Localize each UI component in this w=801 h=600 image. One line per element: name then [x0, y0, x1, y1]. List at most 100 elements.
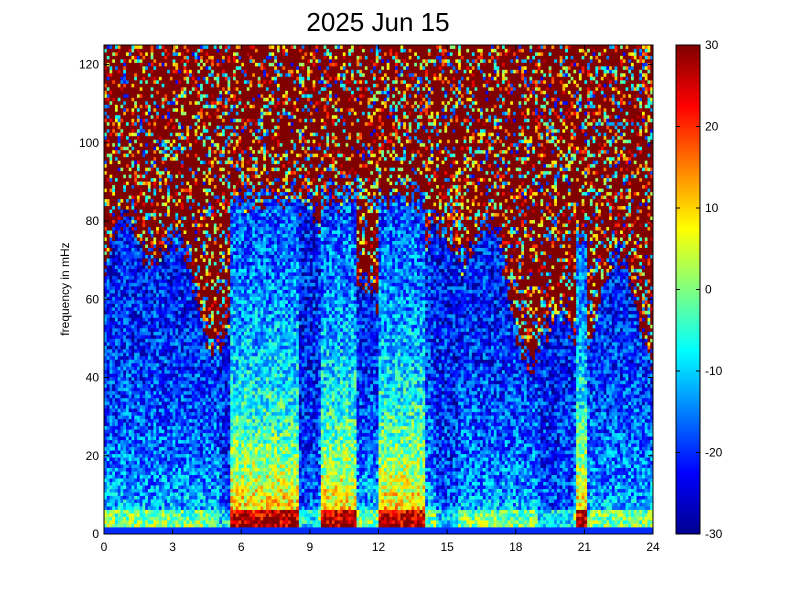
heatmap-cell [186, 58, 190, 63]
heatmap-cell [142, 355, 146, 360]
heatmap-cell [161, 90, 165, 95]
heatmap-cell [186, 460, 190, 465]
heatmap-cell [161, 481, 165, 486]
heatmap-cell [123, 439, 127, 444]
heatmap-cell [200, 506, 204, 510]
heatmap-cell [186, 516, 190, 521]
heatmap-cell [158, 520, 163, 524]
heatmap-cell [109, 223, 113, 228]
heatmap-cell [189, 446, 193, 451]
heatmap-cell [197, 118, 201, 123]
heatmap-cell [136, 177, 141, 182]
heatmap-cell [136, 279, 141, 283]
heatmap-cell [123, 160, 127, 165]
heatmap-cell [120, 107, 124, 112]
heatmap-cell [158, 202, 163, 207]
heatmap-cell [164, 520, 168, 524]
heatmap-cell [194, 97, 198, 102]
heatmap-cell [178, 90, 182, 95]
heatmap-cell [114, 478, 119, 482]
heatmap-cell [186, 317, 190, 322]
heatmap-cell [112, 55, 116, 60]
heatmap-cell [167, 216, 171, 221]
heatmap-cell [189, 279, 193, 283]
heatmap-cell [114, 279, 119, 283]
heatmap-cell [128, 93, 132, 98]
heatmap-cell [191, 279, 195, 283]
heatmap-cell [172, 268, 176, 273]
heatmap-cell [109, 237, 113, 241]
heatmap-cell [147, 457, 152, 462]
heatmap-cell [194, 111, 198, 116]
heatmap-cell [109, 296, 113, 301]
heatmap-cell [114, 345, 119, 350]
heatmap-cell [197, 376, 201, 381]
heatmap-cell [139, 184, 143, 189]
heatmap-cell [117, 373, 121, 378]
heatmap-cell [167, 341, 171, 346]
heatmap-cell [197, 499, 201, 503]
heatmap-cell [114, 485, 119, 489]
heatmap-cell [136, 146, 141, 151]
heatmap-cell [109, 111, 113, 116]
heatmap-cell [153, 355, 157, 360]
heatmap-cell [183, 45, 187, 49]
heatmap-cell [128, 373, 132, 378]
heatmap-cell [117, 244, 121, 248]
heatmap-cell [106, 362, 110, 367]
heatmap-cell [142, 296, 146, 301]
heatmap-cell [106, 107, 110, 112]
heatmap-cell [186, 65, 190, 70]
heatmap-cell [136, 429, 141, 434]
heatmap-cell [134, 520, 138, 524]
heatmap-cell [104, 464, 108, 469]
heatmap-cell [104, 90, 108, 95]
heatmap-cell [134, 212, 138, 217]
heatmap-cell [109, 230, 113, 235]
heatmap-cell [136, 404, 141, 409]
heatmap-cell [153, 282, 157, 287]
heatmap-cell [153, 240, 157, 245]
heatmap-cell [120, 93, 124, 98]
heatmap-cell [164, 205, 168, 210]
heatmap-cell [191, 467, 195, 472]
heatmap-cell [186, 443, 190, 448]
heatmap-cell [114, 167, 119, 172]
heatmap-cell [172, 237, 176, 241]
heatmap-cell [131, 247, 135, 252]
heatmap-cell [131, 432, 135, 437]
heatmap-cell [131, 310, 135, 315]
heatmap-cell [150, 446, 154, 451]
heatmap-cell [106, 436, 110, 441]
heatmap-cell [131, 520, 135, 524]
heatmap-cell [123, 334, 127, 339]
heatmap-cell [150, 146, 154, 151]
heatmap-cell [167, 247, 171, 252]
heatmap-cell [197, 383, 201, 388]
heatmap-cell [156, 404, 160, 409]
heatmap-cell [117, 467, 121, 472]
heatmap-cell [158, 478, 163, 482]
heatmap-cell [136, 135, 141, 140]
heatmap-cell [161, 191, 165, 196]
heatmap-cell [104, 404, 108, 409]
heatmap-cell [147, 174, 152, 179]
heatmap-cell [164, 86, 168, 91]
heatmap-cell [158, 313, 163, 318]
heatmap-cell [180, 450, 185, 455]
heatmap-cell [150, 299, 154, 304]
heatmap-cell [109, 45, 113, 49]
heatmap-cell [178, 499, 182, 503]
heatmap-cell [191, 258, 195, 262]
heatmap-cell [156, 275, 160, 280]
heatmap-cell [125, 317, 130, 322]
heatmap-cell [125, 474, 130, 479]
heatmap-cell [156, 306, 160, 311]
heatmap-cell [178, 272, 182, 276]
heatmap-cell [136, 240, 141, 245]
heatmap-cell [153, 299, 157, 304]
heatmap-cell [172, 72, 176, 77]
heatmap-cell [145, 181, 149, 186]
heatmap-cell [153, 467, 157, 472]
heatmap-cell [123, 282, 127, 287]
